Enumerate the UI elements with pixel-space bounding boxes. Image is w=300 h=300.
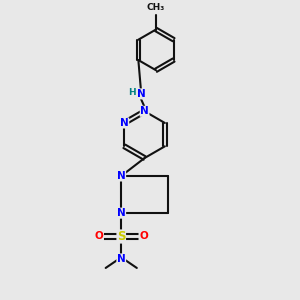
Text: CH₃: CH₃ <box>147 2 165 11</box>
Text: N: N <box>120 118 129 128</box>
Text: S: S <box>117 230 125 243</box>
Text: O: O <box>95 232 103 242</box>
Text: H: H <box>128 88 136 97</box>
Text: N: N <box>140 106 149 116</box>
Text: N: N <box>117 254 126 264</box>
Text: O: O <box>139 232 148 242</box>
Text: N: N <box>117 171 126 181</box>
Text: N: N <box>136 89 146 99</box>
Text: N: N <box>117 208 126 218</box>
